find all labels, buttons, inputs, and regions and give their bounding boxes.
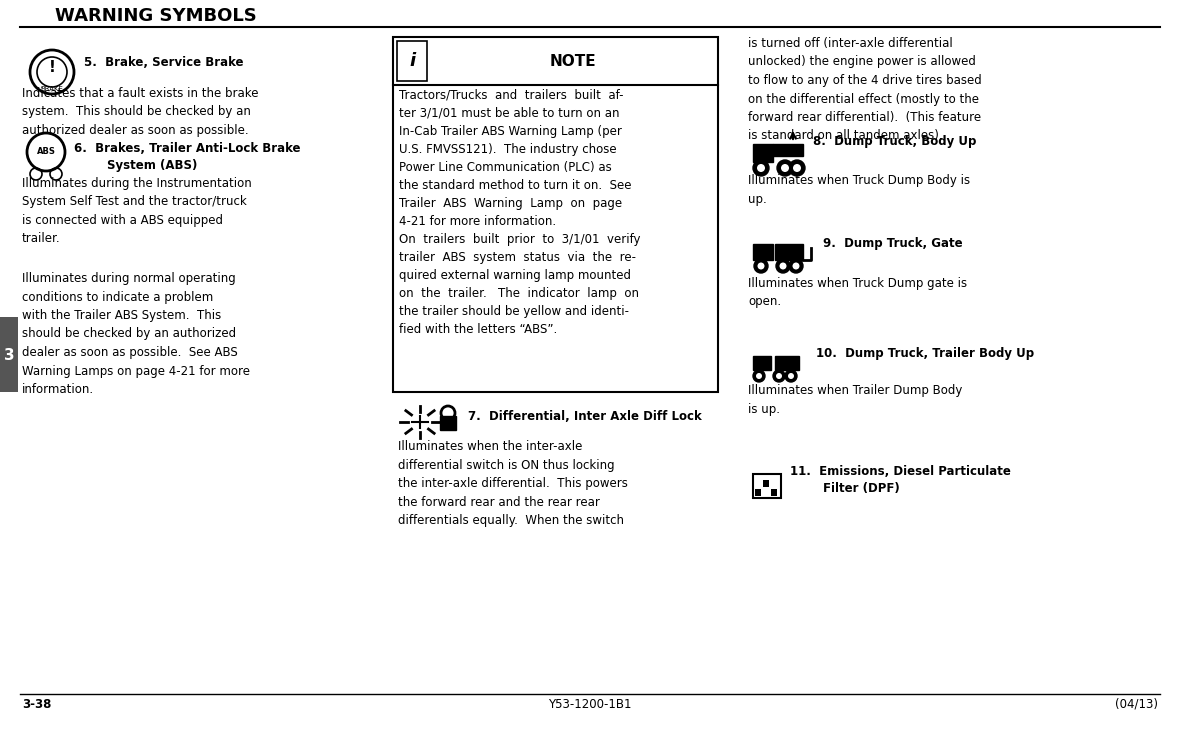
Circle shape: [789, 160, 805, 176]
Circle shape: [789, 259, 803, 273]
Circle shape: [757, 263, 764, 269]
Text: 9.  Dump Truck, Gate: 9. Dump Truck, Gate: [823, 237, 963, 250]
Text: (04/13): (04/13): [1115, 698, 1159, 711]
Circle shape: [788, 373, 794, 379]
Circle shape: [776, 259, 790, 273]
Text: 6.  Brakes, Trailer Anti-Lock Brake
        System (ABS): 6. Brakes, Trailer Anti-Lock Brake Syste…: [74, 142, 300, 172]
Bar: [753, 356, 771, 370]
Bar: [775, 244, 803, 260]
Text: 5.  Brake, Service Brake: 5. Brake, Service Brake: [84, 56, 243, 69]
Bar: [771, 489, 777, 496]
Bar: [397, 41, 428, 81]
Text: 8.  Dump Truck, Body Up: 8. Dump Truck, Body Up: [813, 135, 977, 149]
Text: is turned off (inter-axle differential
unlocked) the engine power is allowed
to : is turned off (inter-axle differential u…: [748, 37, 981, 143]
Text: Illuminates when the inter-axle
differential switch is ON thus locking
the inter: Illuminates when the inter-axle differen…: [398, 440, 628, 527]
Polygon shape: [774, 144, 803, 156]
Bar: [441, 416, 456, 430]
Text: ABS: ABS: [37, 146, 56, 155]
Text: Illuminates when Trailer Dump Body
is up.: Illuminates when Trailer Dump Body is up…: [748, 384, 963, 416]
Bar: [763, 480, 769, 487]
Text: WARNING SYMBOLS: WARNING SYMBOLS: [56, 7, 256, 25]
Circle shape: [753, 370, 765, 382]
Text: 11.  Emissions, Diesel Particulate
        Filter (DPF): 11. Emissions, Diesel Particulate Filter…: [790, 465, 1011, 495]
Circle shape: [753, 259, 768, 273]
Bar: [753, 244, 774, 260]
Circle shape: [776, 373, 782, 379]
Text: 10.  Dump Truck, Trailer Body Up: 10. Dump Truck, Trailer Body Up: [816, 348, 1035, 360]
Text: Indicates that a fault exists in the brake
system.  This should be checked by an: Indicates that a fault exists in the bra…: [22, 87, 259, 137]
Circle shape: [792, 263, 800, 269]
Circle shape: [785, 370, 797, 382]
Text: Illuminates when Truck Dump Body is
up.: Illuminates when Truck Dump Body is up.: [748, 174, 970, 206]
Bar: [755, 489, 761, 496]
Bar: [753, 474, 781, 498]
Text: 7.  Differential, Inter Axle Diff Lock: 7. Differential, Inter Axle Diff Lock: [468, 409, 702, 422]
Circle shape: [756, 373, 762, 379]
Bar: [393, 37, 718, 392]
Text: BRAKE: BRAKE: [40, 86, 64, 92]
Text: 3-38: 3-38: [22, 698, 52, 711]
Text: 3: 3: [4, 348, 14, 362]
Text: i: i: [409, 52, 415, 70]
Text: Tractors/Trucks  and  trailers  built  af-
ter 3/1/01 must be able to turn on an: Tractors/Trucks and trailers built af- t…: [399, 89, 640, 336]
Bar: [0, 317, 18, 392]
Text: Y53-1200-1B1: Y53-1200-1B1: [548, 698, 632, 711]
Bar: [775, 356, 800, 370]
Text: Illuminates when Truck Dump gate is
open.: Illuminates when Truck Dump gate is open…: [748, 277, 967, 308]
Circle shape: [779, 263, 787, 269]
Circle shape: [781, 164, 789, 172]
Circle shape: [792, 164, 801, 172]
Bar: [753, 144, 774, 162]
Circle shape: [777, 160, 792, 176]
Circle shape: [774, 370, 785, 382]
Text: Illuminates during the Instrumentation
System Self Test and the tractor/truck
is: Illuminates during the Instrumentation S…: [22, 177, 252, 245]
Text: Illuminates during normal operating
conditions to indicate a problem
with the Tr: Illuminates during normal operating cond…: [22, 272, 250, 396]
Circle shape: [753, 160, 769, 176]
Text: !: !: [48, 59, 56, 75]
Circle shape: [757, 164, 765, 172]
Text: NOTE: NOTE: [549, 53, 595, 69]
